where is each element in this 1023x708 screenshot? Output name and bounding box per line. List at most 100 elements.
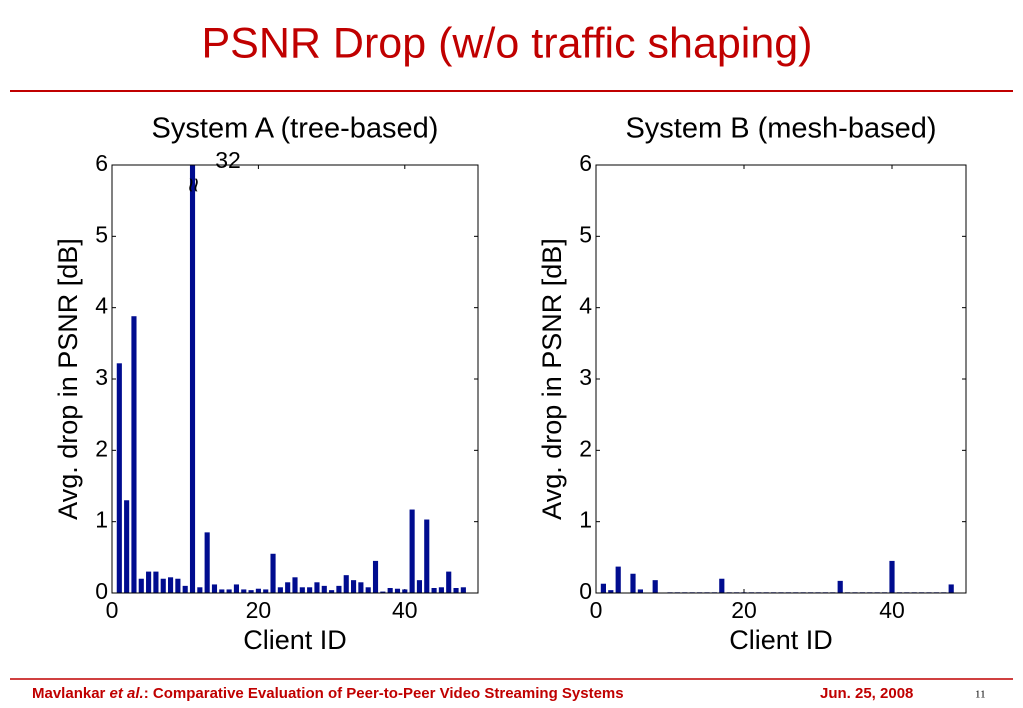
bar [329,590,335,593]
bar [175,578,181,593]
y-tick-label: 1 [579,507,592,533]
bar [343,575,349,593]
chart: System B (mesh-based) Client ID Avg. drop … [537,113,967,655]
bar [160,578,166,593]
bar [314,582,320,593]
bar [358,582,364,593]
y-tick-label: 2 [579,435,592,461]
slide-title: PSNR Drop (w/o traffic shaping) [202,19,813,67]
bar [219,589,225,593]
bar [248,590,254,593]
x-axis-label: Client ID [729,625,833,655]
chart: System A (tree-based) Client ID Avg. drop … [53,113,479,655]
bar [409,509,415,593]
bar [402,589,408,593]
bars [116,165,466,593]
bar [350,580,357,593]
bar [131,316,137,593]
bar [211,584,218,593]
x-tick-label: 20 [731,597,757,623]
chart-title: System A (tree-based) [152,113,439,145]
break-mark: ≈ [179,178,209,192]
bar [307,587,313,593]
bar [204,532,210,593]
bar [424,519,430,593]
bar [285,582,291,593]
y-axis-label: Avg. drop in PSNR [dB] [537,238,567,520]
bar [241,589,247,593]
bar [292,577,298,593]
bar [600,583,606,593]
bar [124,500,130,593]
page-number: 11 [975,689,986,701]
y-axis-label: Avg. drop in PSNR [dB] [53,238,83,520]
bar [299,587,305,593]
footer-text: : Comparative Evaluation of Peer-to-Peer… [144,685,624,702]
bar [255,588,261,593]
bar [608,590,614,593]
bar [365,587,371,593]
bar [460,587,466,593]
bar [719,578,725,593]
bar [263,589,269,593]
bar [197,587,203,593]
bar [321,585,327,593]
bar [948,584,954,593]
y-tick-label: 4 [95,293,108,319]
bar [446,571,452,593]
y-tick-label: 3 [579,364,592,390]
y-tick-label: 6 [95,150,108,176]
bar [453,588,459,593]
bar [394,588,401,593]
bar [630,573,636,593]
bar [652,580,658,593]
bar [233,584,240,593]
footer-citation: Mavlankar et al.: Comparative Evaluation… [32,685,624,702]
bar [146,571,152,593]
footer-etal: et al. [110,685,144,702]
bar [372,560,379,593]
y-tick-label: 3 [95,364,108,390]
break-value: 32 [215,147,241,173]
plot-frame [595,164,967,594]
bar [167,577,174,593]
bar [277,587,283,593]
bar [226,589,232,593]
x-tick-label: 0 [106,597,119,623]
x-tick-label: 20 [246,597,272,623]
x-tick-label: 0 [590,597,603,623]
bar [189,165,196,593]
y-tick-label: 0 [579,578,592,604]
y-tick-label: 0 [95,578,108,604]
bar [637,589,643,593]
bar [336,585,342,593]
footer-author: Mavlankar [32,685,106,702]
bar [431,588,437,593]
bar [438,587,444,593]
y-tick-label: 4 [579,293,592,319]
x-axis-label: Client ID [243,625,347,655]
y-tick-label: 2 [95,435,108,461]
bar [116,363,122,593]
y-tick-label: 5 [95,221,108,247]
bar [837,580,843,593]
y-tick-label: 5 [579,221,592,247]
bar [270,553,276,593]
bar [416,580,423,593]
bar [615,566,621,593]
x-tick-label: 40 [392,597,418,623]
bar [889,560,895,593]
plot-frame [111,164,479,594]
chart-title: System B (mesh-based) [625,113,936,145]
bars [600,560,954,593]
bar [387,588,393,593]
bar [380,591,386,593]
y-tick-label: 1 [95,507,108,533]
footer-date: Jun. 25, 2008 [820,685,913,702]
bar [182,585,188,593]
x-tick-label: 40 [879,597,905,623]
bar [138,578,144,593]
y-tick-label: 6 [579,150,592,176]
bar [153,571,159,593]
